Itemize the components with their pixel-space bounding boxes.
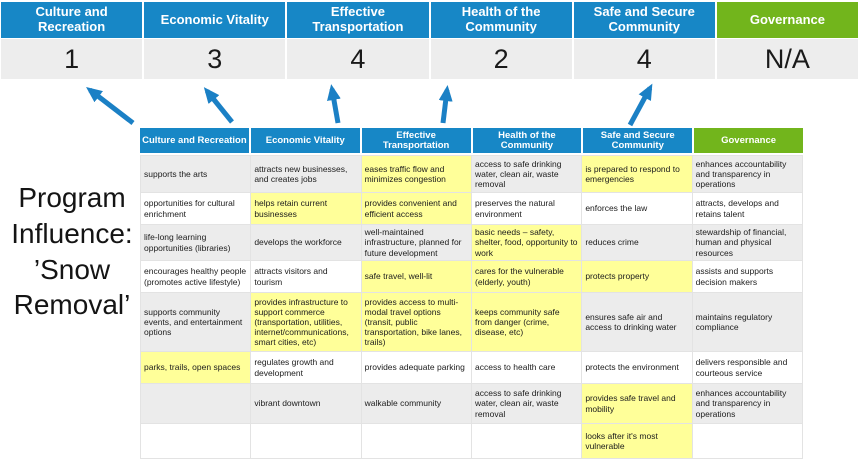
matrix-header-cell: Economic Vitality bbox=[250, 128, 360, 153]
matrix-cell: reduces crime bbox=[582, 225, 693, 261]
matrix-cell: keeps community safe from danger (crime,… bbox=[472, 293, 583, 352]
matrix-cell: attracts new businesses, and creates job… bbox=[251, 156, 362, 193]
matrix-cell bbox=[251, 424, 362, 459]
arrow-up-icon bbox=[203, 87, 234, 124]
matrix-header-cell: Culture and Recreation bbox=[140, 128, 249, 153]
score-value: 1 bbox=[1, 39, 143, 79]
matrix-cell bbox=[141, 424, 252, 459]
matrix-cell: ensures safe air and access to drinking … bbox=[582, 293, 693, 352]
matrix-cell: enforces the law bbox=[582, 193, 693, 225]
arrow-up-icon bbox=[438, 85, 453, 124]
matrix-cell: is prepared to respond to emergencies bbox=[582, 156, 693, 193]
matrix-cell: delivers responsible and courteous servi… bbox=[692, 352, 803, 384]
matrix-header-cell: Governance bbox=[694, 128, 803, 153]
matrix-cell: regulates growth and development bbox=[251, 352, 362, 384]
scoreboard-header-cell: Health of the Community bbox=[430, 2, 572, 38]
matrix-cell: protects property bbox=[582, 261, 693, 293]
scoreboard-header-cell: Effective Transportation bbox=[287, 2, 429, 38]
matrix-cell: basic needs – safety, shelter, food, opp… bbox=[472, 225, 583, 261]
matrix-cell: preserves the natural environment bbox=[472, 193, 583, 225]
matrix-cell: attracts visitors and tourism bbox=[251, 261, 362, 293]
matrix-cell bbox=[141, 384, 252, 424]
score-value: 3 bbox=[144, 39, 286, 79]
matrix-cell: attracts, develops and retains talent bbox=[692, 193, 803, 225]
matrix-cell: vibrant downtown bbox=[251, 384, 362, 424]
matrix-cell: helps retain current businesses bbox=[251, 193, 362, 225]
matrix-cell: provides access to multi-modal travel op… bbox=[361, 293, 472, 352]
matrix-cell: well-maintained infrastructure, planned … bbox=[361, 225, 472, 261]
arrow-up-icon bbox=[627, 83, 653, 127]
score-value: 4 bbox=[573, 39, 715, 79]
matrix-cell: parks, trails, open spaces bbox=[141, 352, 252, 384]
influence-arrows-icon bbox=[86, 83, 653, 127]
scoreboard-score-row: 1 3 4 2 4 N/A bbox=[1, 39, 858, 79]
matrix-cell: safe travel, well-lit bbox=[361, 261, 472, 293]
matrix-cell: develops the workforce bbox=[251, 225, 362, 261]
matrix-cell: access to safe drinking water, clean air… bbox=[472, 384, 583, 424]
matrix-cell: enhances accountability and transparency… bbox=[692, 384, 803, 424]
matrix-cell bbox=[472, 424, 583, 459]
arrow-up-icon bbox=[86, 86, 135, 125]
scoreboard-header-cell: Safe and Secure Community bbox=[573, 2, 715, 38]
matrix-cell: provides adequate parking bbox=[361, 352, 472, 384]
matrix-cell: protects the environment bbox=[582, 352, 693, 384]
matrix-cell: cares for the vulnerable (elderly, youth… bbox=[472, 261, 583, 293]
matrix-cell: supports community events, and entertain… bbox=[141, 293, 252, 352]
arrow-up-icon bbox=[327, 84, 341, 124]
matrix-body: supports the arts attracts new businesses… bbox=[140, 155, 803, 459]
matrix-cell: access to health care bbox=[472, 352, 583, 384]
matrix-header-cell: Safe and Secure Community bbox=[583, 128, 693, 153]
matrix-cell: stewardship of financial, human and phys… bbox=[692, 225, 803, 261]
score-value: N/A bbox=[716, 39, 858, 79]
matrix-cell: opportunities for cultural enrichment bbox=[141, 193, 252, 225]
matrix-cell: looks after it's most vulnerable bbox=[582, 424, 693, 459]
scoreboard-header-row: Culture and Recreation Economic Vitality E… bbox=[1, 2, 858, 38]
matrix-cell bbox=[692, 424, 803, 459]
matrix-cell: assists and supports decision makers bbox=[692, 261, 803, 293]
matrix-cell: encourages healthy people (promotes acti… bbox=[141, 261, 252, 293]
matrix-cell: provides safe travel and mobility bbox=[582, 384, 693, 424]
program-influence-label: Program Influence: ’Snow Removal’ bbox=[11, 182, 133, 321]
matrix-cell: enhances accountability and transparency… bbox=[692, 156, 803, 193]
matrix-cell: supports the arts bbox=[141, 156, 252, 193]
score-value: 2 bbox=[430, 39, 572, 79]
matrix-cell: life-long learning opportunities (librar… bbox=[141, 225, 252, 261]
scoreboard: Culture and Recreation Economic Vitality E… bbox=[1, 2, 858, 79]
matrix-cell: provides convenient and efficient access bbox=[361, 193, 472, 225]
matrix-cell: provides infrastructure to support comme… bbox=[251, 293, 362, 352]
matrix-header-row: Culture and Recreation Economic Vitality E… bbox=[140, 128, 803, 153]
matrix-cell bbox=[361, 424, 472, 459]
matrix-cell: walkable community bbox=[361, 384, 472, 424]
matrix-header-cell: Effective Transportation bbox=[361, 128, 471, 153]
matrix-header-cell: Health of the Community bbox=[472, 128, 582, 153]
matrix-cell: eases traffic flow and minimizes congest… bbox=[361, 156, 472, 193]
matrix-cell: access to safe drinking water, clean air… bbox=[472, 156, 583, 193]
scoreboard-header-cell: Economic Vitality bbox=[144, 2, 286, 38]
scoreboard-header-cell: Governance bbox=[716, 2, 858, 38]
matrix-cell: maintains regulatory compliance bbox=[692, 293, 803, 352]
scoreboard-header-cell: Culture and Recreation bbox=[1, 2, 143, 38]
score-value: 4 bbox=[287, 39, 429, 79]
